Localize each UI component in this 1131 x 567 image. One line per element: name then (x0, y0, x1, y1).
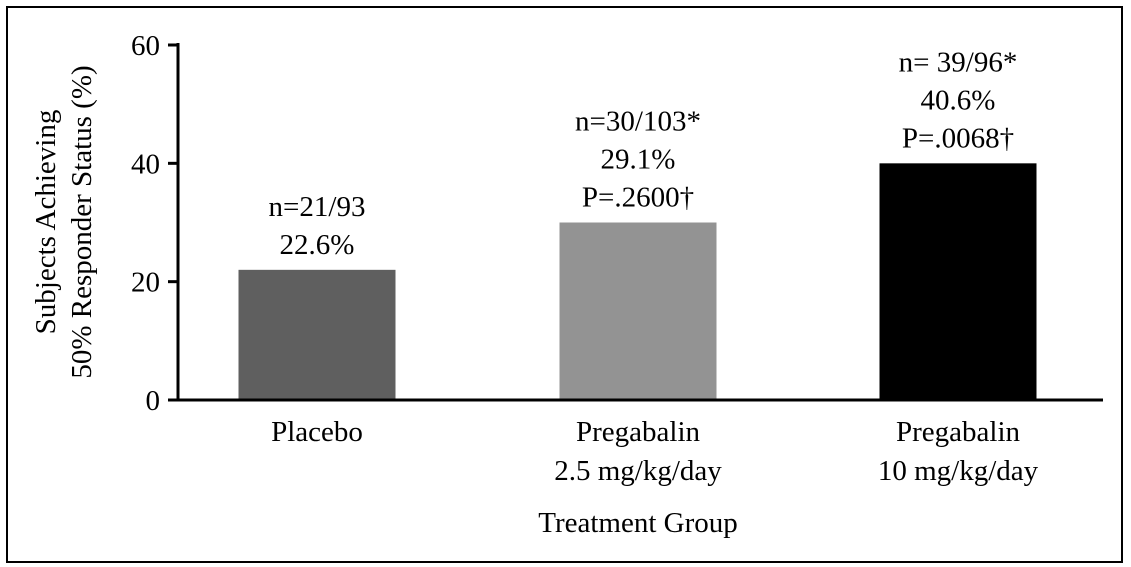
x-axis-title: Treatment Group (538, 507, 738, 539)
bar-data-label: 29.1% (601, 144, 676, 176)
bar-data-label: n=21/93 (269, 191, 366, 223)
bar-data-labels: n=21/93 22.6% n=30/103* 29.1% P=.2600† n= 39/… (269, 46, 1018, 260)
bar-data-label: 40.6% (921, 84, 996, 116)
bar-data-label: P=.0068† (902, 122, 1014, 154)
bars (238, 163, 1037, 400)
bar-data-label: n=30/103* (575, 106, 701, 138)
y-axis-title-line: 50% Responder Status (%) (66, 65, 98, 378)
y-tick-label: 0 (146, 385, 161, 417)
category-label: 10 mg/kg/day (878, 455, 1039, 487)
category-label: 2.5 mg/kg/day (554, 455, 722, 487)
category-label: Placebo (271, 416, 363, 448)
bar-data-label: n= 39/96* (899, 46, 1018, 78)
y-tick-label: 20 (131, 267, 160, 299)
category-label: Pregabalin (576, 416, 701, 448)
y-axis-title-line: Subjects Achieving (30, 110, 62, 335)
bar-data-label: P=.2600† (582, 182, 694, 214)
bar (559, 222, 717, 400)
category-label: Pregabalin (896, 416, 1021, 448)
category-labels: Placebo Pregabalin 2.5 mg/kg/day Pregabalin… (271, 416, 1039, 487)
bar-data-label: 22.6% (280, 229, 355, 261)
bar (238, 269, 396, 400)
bar (879, 163, 1037, 400)
y-tick-label: 60 (131, 30, 160, 62)
y-axis-title: Subjects Achieving 50% Responder Status (… (30, 65, 98, 378)
y-tick-label: 40 (131, 148, 160, 180)
y-axis-ticks: 0 20 40 60 (131, 30, 178, 417)
